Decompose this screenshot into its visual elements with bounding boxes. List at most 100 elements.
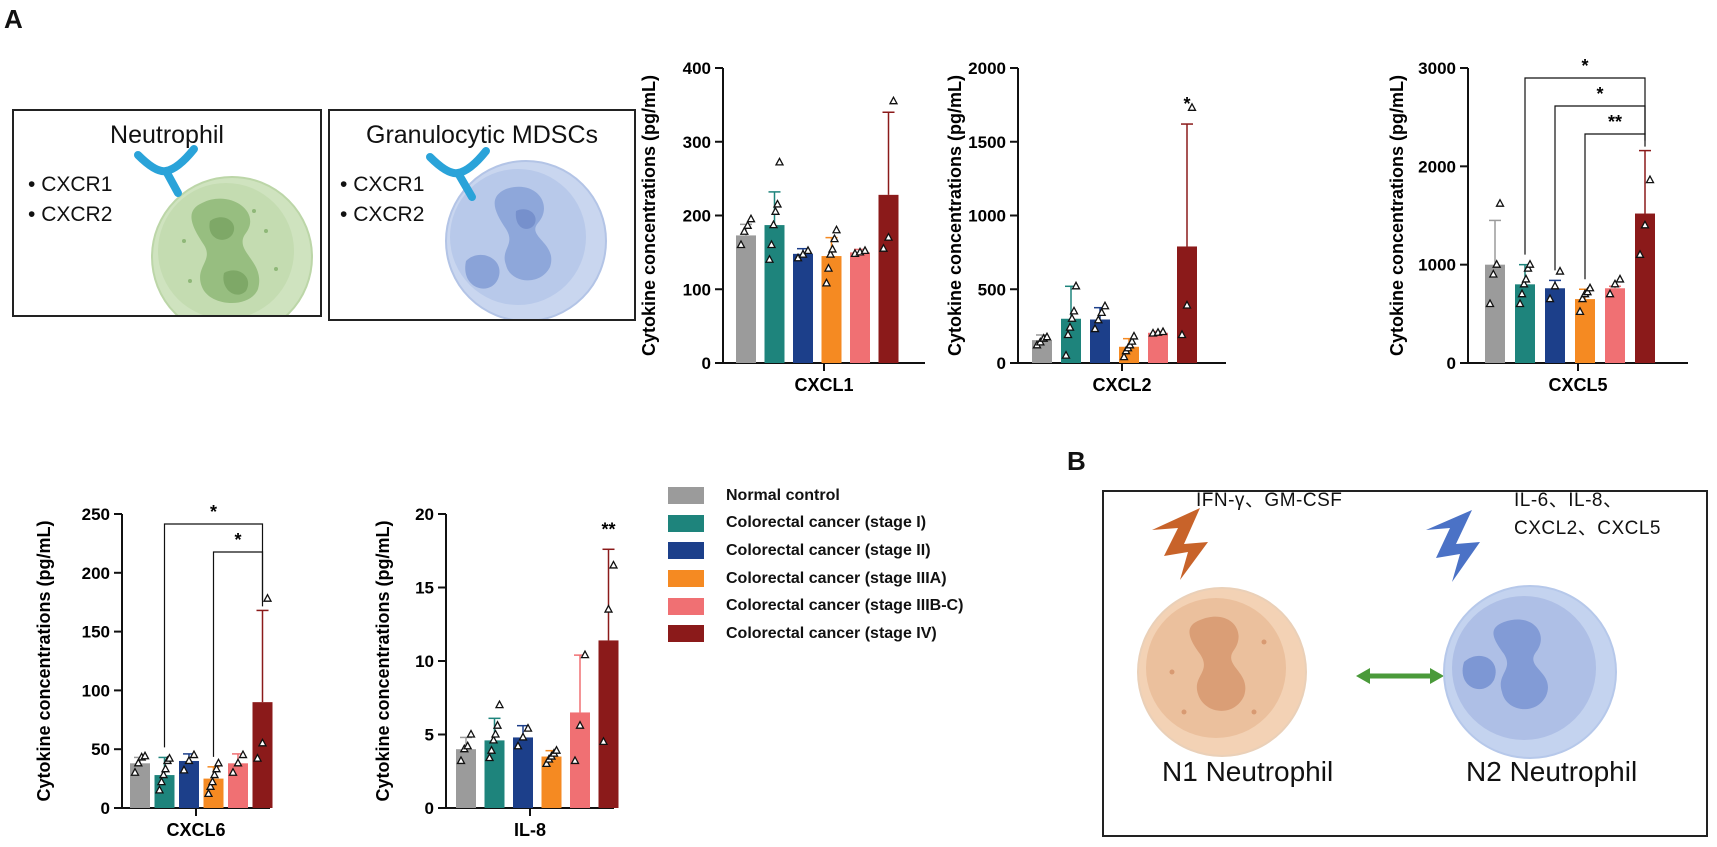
y-tick-label: 10 [415,652,434,671]
bar [1635,213,1655,363]
data-point [1645,174,1655,184]
y-axis-label: Cytokine concentrations (pg/mL) [945,75,965,356]
data-point [164,753,175,762]
data-point [736,239,746,249]
x-axis-label: CXCL6 [166,820,225,840]
y-tick-label: 50 [91,740,110,759]
data-point [1182,300,1192,309]
data-point [551,745,562,754]
bar [598,640,619,808]
data-point [1071,280,1081,290]
bar [228,763,248,808]
data-point [488,735,499,744]
data-point [133,757,143,767]
data-point [1575,306,1585,316]
legend-item: Colorectal cancer (stage I) [668,510,963,538]
data-point [603,604,614,613]
data-point [570,755,580,765]
data-point [1061,350,1071,359]
y-tick-label: 0 [1447,354,1456,373]
significance-marker: ** [601,519,615,539]
data-point [1042,331,1052,341]
panel-b-box: IFN-γ、GM-CSF IL-6、IL-8、 CXCL2、CXCL5 N1 N… [1102,490,1708,837]
data-point [154,784,165,794]
data-point [211,763,222,773]
legend-label: Normal control [726,486,840,504]
data-point [1525,259,1535,268]
data-point [213,757,224,767]
legend-item: Colorectal cancer (stage IIIA) [668,565,963,593]
data-point [1063,329,1073,339]
legend-label: Colorectal cancer (stage IIIA) [726,569,947,587]
data-point [156,776,167,786]
data-point [494,699,505,709]
bar [1485,264,1505,363]
data-point [770,206,781,215]
data-point [743,220,753,229]
neutrophil-illustration [134,145,313,315]
data-point [490,729,501,738]
y-tick-label: 0 [997,354,1006,373]
neutrophil-title: Neutrophil [110,121,224,149]
bar [130,763,150,808]
data-point [829,233,840,243]
double-arrow-icon [1430,668,1444,684]
neutrophil-receptor-1: • CXCR1 [28,173,113,196]
legend-swatch [668,597,704,615]
y-tick-label: 200 [683,207,711,226]
data-point [1585,282,1595,292]
y-axis-label: Cytokine concentrations (pg/mL) [34,520,54,801]
mdsc-receptor-2: • CXCR2 [340,203,425,226]
neutrophil-receptor-2: • CXCR2 [28,203,113,226]
bar [252,702,273,808]
data-point [746,213,756,223]
legend-label: Colorectal cancer (stage I) [726,514,927,532]
legend-swatch [668,487,704,505]
data-point [831,224,842,234]
data-point [130,767,140,776]
data-point [1488,269,1498,278]
data-point [233,757,243,767]
data-point [463,740,473,750]
data-point [1097,307,1107,317]
data-point [598,736,609,745]
data-point [1610,278,1620,288]
data-point [189,749,199,759]
data-point [821,277,832,287]
bar [878,194,899,363]
data-point [803,245,813,255]
y-tick-label: 15 [415,579,434,598]
y-tick-label: 300 [683,133,711,152]
n1-lightning-icon [1152,508,1208,580]
legend-swatch [668,514,704,532]
panel-b-illustration [1137,508,1617,759]
bar [1575,299,1595,363]
data-point [140,750,150,760]
data-point [1090,323,1100,333]
data-point [466,729,476,738]
significance-bracket [1554,105,1646,271]
y-tick-label: 500 [978,280,1006,299]
n1-stimuli: IFN-γ、GM-CSF [1196,490,1343,511]
data-point [1069,306,1079,315]
y-tick-label: 20 [415,505,434,524]
data-point [1550,280,1560,290]
data-point [238,749,248,759]
y-tick-label: 1000 [1418,256,1456,275]
y-tick-label: 200 [82,564,110,583]
y-tick-label: 3000 [1418,59,1456,78]
data-point [203,788,214,798]
data-point [1067,313,1077,322]
data-point [252,753,263,762]
data-point [1100,300,1110,310]
neutrophil-box: Neutrophil • CXCR1 • CXCR2 [12,109,322,317]
bar [179,760,199,808]
data-point [766,239,777,249]
legend-swatch [668,542,704,560]
y-tick-label: 0 [425,799,434,818]
data-point [1187,102,1197,111]
y-tick-label: 0 [101,799,110,818]
y-tick-label: 0 [702,354,711,373]
data-point [827,244,838,253]
